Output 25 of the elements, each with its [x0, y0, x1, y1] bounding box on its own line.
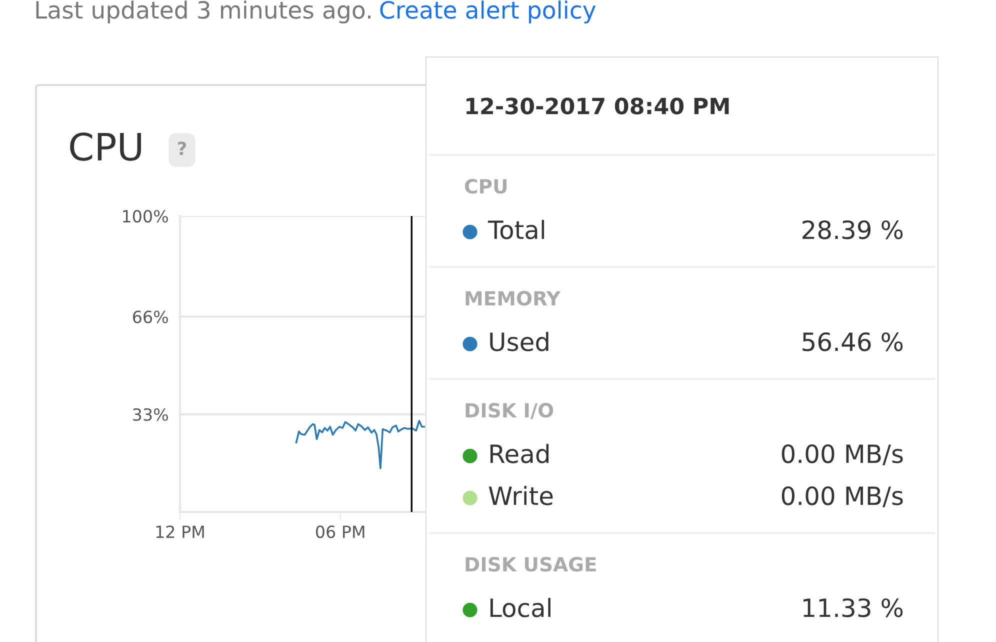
text: 28.39 %: [802, 220, 903, 240]
text: Last updated 3 minutes ago.: [36, 0, 370, 24]
text: 0.00 MB/s: [782, 486, 903, 508]
y-tick-label: 33%: [133, 408, 168, 421]
text: 56.46 %: [802, 332, 903, 352]
text: 11.33 %: [803, 598, 903, 618]
legend-label: Total: [488, 220, 544, 240]
text: MEMORY: [466, 290, 561, 306]
text: ?: [178, 142, 186, 155]
legend-label: Used: [490, 332, 548, 352]
x-tick-label: 12 PM: [156, 525, 204, 538]
y-tick-label: 66%: [133, 310, 168, 324]
legend-label: Read: [490, 444, 549, 464]
text: 12-30-2017 08:40 PM: [466, 98, 729, 114]
x-tick-label: 06 PM: [316, 525, 364, 538]
chart-title: CPU: [70, 132, 141, 161]
text: Create alert policy: [380, 0, 596, 24]
text: DISK I/O: [466, 402, 554, 420]
legend-label: Write: [488, 486, 553, 506]
y-tick-label: 100%: [123, 210, 168, 223]
line-series: [295, 420, 425, 470]
text: 0.00 MB/s: [782, 444, 903, 466]
legend-label: Local: [490, 598, 550, 618]
text: DISK USAGE: [466, 556, 596, 572]
text: CPU: [464, 178, 507, 194]
